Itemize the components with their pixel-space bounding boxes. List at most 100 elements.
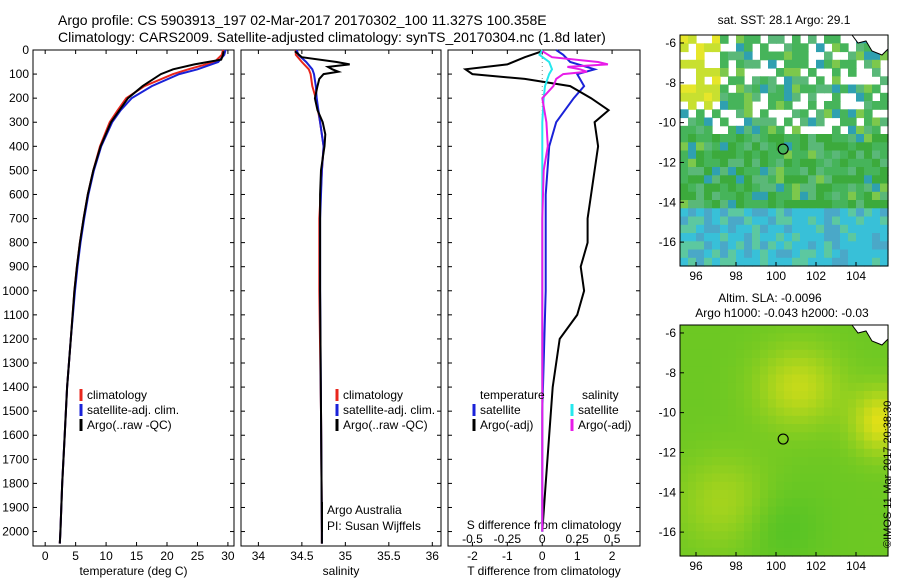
map-cell — [880, 440, 889, 450]
map-cell — [688, 465, 697, 475]
map-cell — [696, 224, 705, 234]
top-x-tick-label: 0 — [539, 532, 546, 546]
map-cell — [856, 134, 865, 143]
map-cell — [800, 333, 809, 343]
map-cell — [880, 175, 889, 185]
map-cell — [712, 424, 721, 433]
map-cell — [840, 216, 849, 226]
map-cell — [744, 216, 753, 226]
map-cell — [736, 158, 745, 168]
map-cell — [856, 514, 865, 524]
map-cell — [720, 68, 729, 77]
map-cell — [864, 440, 873, 450]
map-cell — [824, 473, 833, 483]
map-cell — [696, 59, 705, 69]
map-cell — [856, 358, 865, 367]
map-cell — [832, 158, 841, 168]
map-cell — [800, 167, 809, 176]
temperature-panel: 0100200300400500600700800900100011001200… — [2, 43, 235, 578]
map-cell — [816, 374, 825, 384]
map-cell — [776, 191, 785, 201]
map-cell — [720, 117, 729, 127]
map-cell — [704, 142, 713, 152]
map-cell — [856, 432, 865, 442]
map-cell — [712, 539, 721, 549]
map-cell — [800, 481, 809, 491]
map-cell — [712, 249, 721, 259]
map-cell — [864, 101, 873, 110]
map-cell — [840, 391, 849, 400]
map-cell — [784, 374, 793, 384]
map-cell — [688, 158, 697, 168]
map-cell — [872, 51, 881, 61]
map-cell — [768, 514, 777, 524]
series-line-temperature-argoadj — [462, 50, 611, 532]
map-cell — [760, 382, 769, 392]
map-cell — [736, 241, 745, 251]
map-cell — [784, 498, 793, 508]
map-cell — [808, 191, 817, 201]
map-cell — [696, 175, 705, 185]
map-cell — [704, 257, 713, 267]
map-cell — [776, 175, 785, 185]
map-cell — [880, 183, 889, 193]
map-cell — [808, 424, 817, 433]
map-cell — [696, 547, 705, 557]
map-cell — [824, 142, 833, 152]
map-cell — [792, 35, 801, 44]
map-cell — [712, 68, 721, 77]
map-cell — [720, 490, 729, 499]
map-cell — [736, 68, 745, 77]
map-cell — [736, 216, 745, 226]
x-tick-label: 2 — [609, 549, 616, 563]
map-cell — [704, 547, 713, 557]
map-cell — [824, 191, 833, 201]
map-cell — [832, 216, 841, 226]
map-cell — [728, 341, 737, 351]
map-cell — [824, 183, 833, 193]
map-cell — [712, 191, 721, 201]
map-cell — [840, 183, 849, 193]
map-cell — [776, 407, 785, 417]
map-cell — [856, 424, 865, 433]
y-tick-label: 1600 — [2, 428, 29, 442]
map-cell — [680, 233, 689, 242]
map-cell — [832, 208, 841, 218]
map-cell — [688, 448, 697, 458]
map-cell — [840, 134, 849, 143]
map-cell — [760, 183, 769, 193]
map-cell — [688, 498, 697, 508]
map-cell — [832, 233, 841, 242]
map-cell — [832, 200, 841, 209]
map-cell — [736, 167, 745, 176]
map-cell — [768, 191, 777, 201]
x-tick-label: 34.5 — [290, 549, 314, 563]
map-cell — [744, 200, 753, 209]
map-cell — [880, 407, 889, 417]
map-cell — [856, 407, 865, 417]
map-cell — [784, 506, 793, 516]
map-cell — [696, 506, 705, 516]
map-cell — [720, 158, 729, 168]
map-cell — [744, 358, 753, 367]
map-cell — [736, 424, 745, 433]
map-cell — [848, 490, 857, 499]
map-cell — [696, 92, 705, 102]
map-cell — [688, 349, 697, 359]
map-cell — [872, 448, 881, 458]
map-cell — [736, 249, 745, 259]
map-cell — [776, 208, 785, 218]
map-cell — [720, 473, 729, 483]
map-cell — [872, 175, 881, 185]
y-tick-label: -6 — [665, 36, 676, 50]
map-cell — [792, 216, 801, 226]
map-cell — [784, 531, 793, 541]
map-cell — [848, 59, 857, 69]
map-cell — [720, 481, 729, 491]
map-cell — [712, 457, 721, 466]
map-cell — [808, 150, 817, 160]
map-cell — [776, 134, 785, 143]
map-cell — [712, 224, 721, 234]
map-cell — [696, 523, 705, 532]
map-cell — [864, 341, 873, 351]
